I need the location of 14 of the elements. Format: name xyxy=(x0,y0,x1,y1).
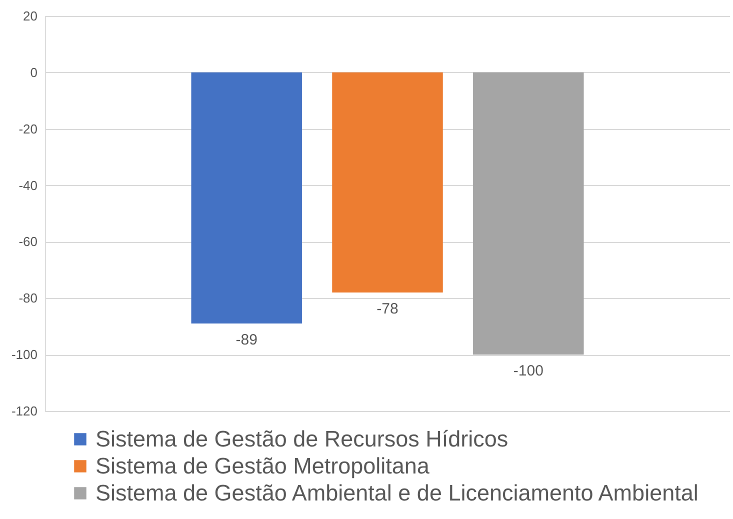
y-tick-label: -60 xyxy=(18,234,38,250)
data-label: -89 xyxy=(236,332,258,349)
data-label: -100 xyxy=(513,362,544,380)
y-tick-label: 0 xyxy=(30,64,38,80)
y-tick-label: -80 xyxy=(18,290,38,306)
legend-label: Sistema de Gestão Metropolitana xyxy=(96,453,430,478)
y-tick-label: -20 xyxy=(18,121,38,136)
data-label: -78 xyxy=(376,300,398,318)
legend-label: Sistema de Gestão Ambiental e de Licenciamento Ambiental xyxy=(96,480,698,506)
legend-label: Sistema de Gestão de Recursos Hídricos xyxy=(96,426,508,452)
y-tick-label: -40 xyxy=(18,178,38,193)
y-tick-label: -100 xyxy=(11,347,38,362)
y-tick-label: 20 xyxy=(23,8,38,24)
y-tick-label: -120 xyxy=(11,404,38,418)
